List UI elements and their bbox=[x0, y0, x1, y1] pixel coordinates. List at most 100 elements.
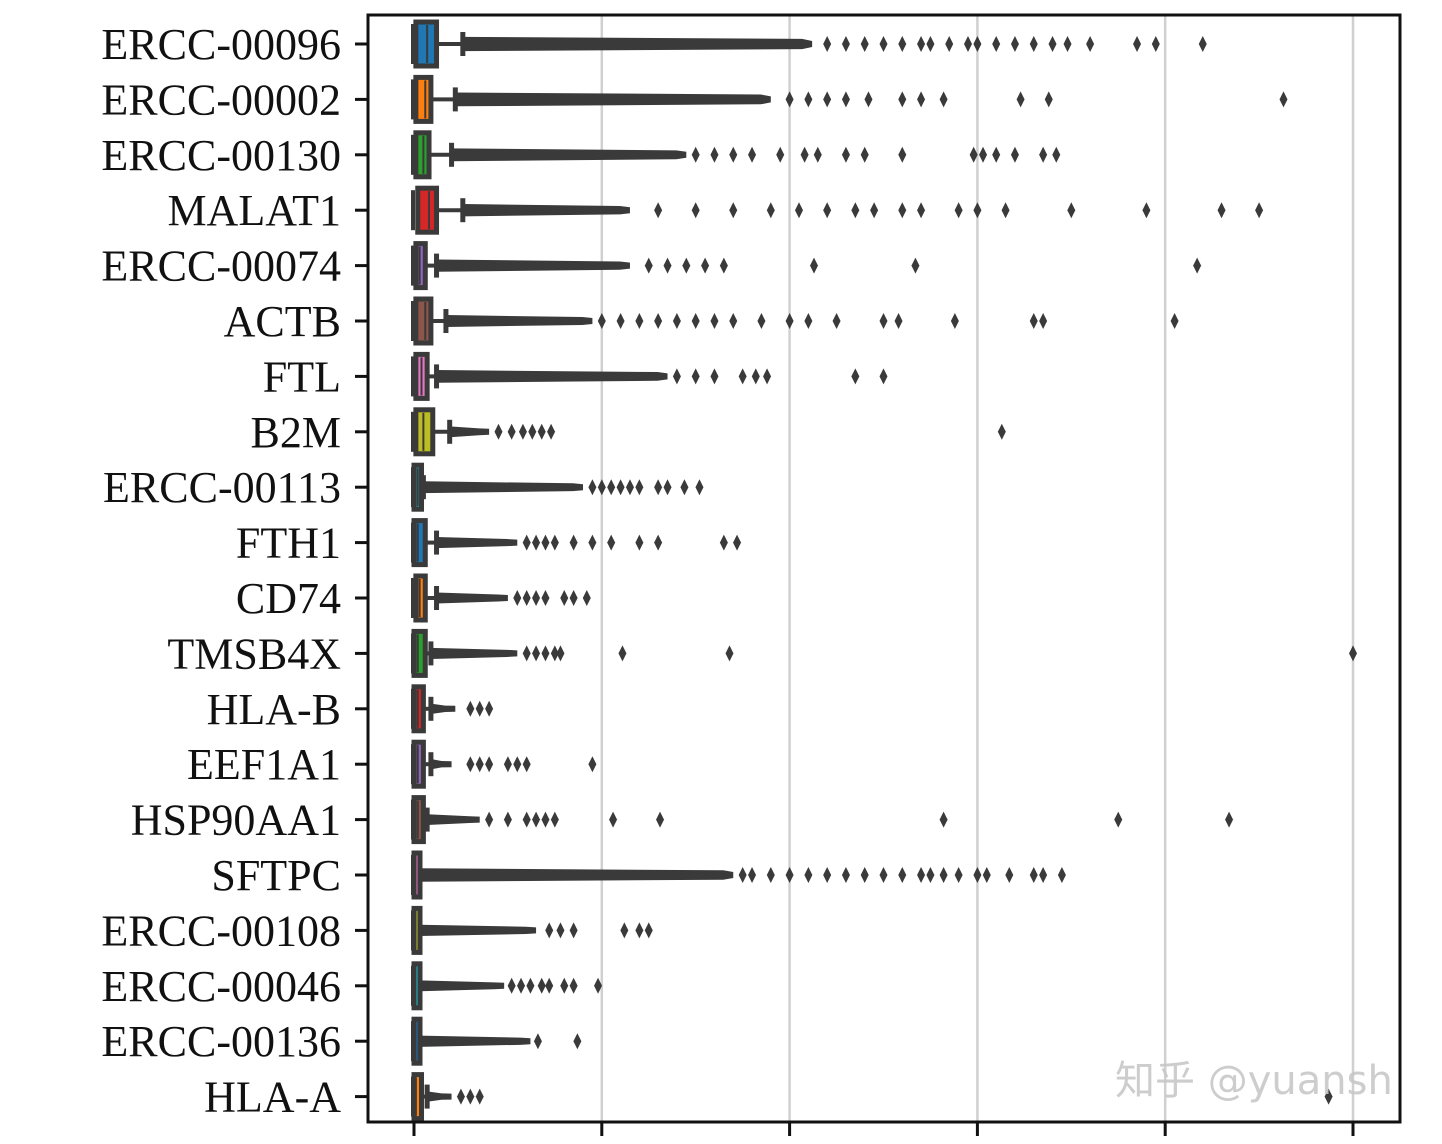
outlier-point bbox=[618, 645, 627, 662]
outlier-point bbox=[810, 257, 819, 274]
outlier-band bbox=[430, 647, 518, 659]
outlier-point bbox=[526, 977, 535, 994]
outlier-band bbox=[419, 980, 505, 992]
outlier-point bbox=[680, 479, 689, 496]
outlier-point bbox=[917, 867, 926, 883]
outlier-point bbox=[710, 313, 719, 329]
outlier-point bbox=[1052, 146, 1061, 163]
outlier-point bbox=[532, 811, 541, 828]
outlier-point bbox=[766, 867, 775, 883]
outlier-point bbox=[691, 313, 700, 329]
outlier-point bbox=[813, 146, 822, 163]
y-tick-label: ERCC-00074 bbox=[101, 242, 341, 291]
outlier-point bbox=[997, 423, 1006, 440]
box-row bbox=[411, 850, 1066, 900]
outlier-point bbox=[832, 313, 841, 329]
outlier-band bbox=[419, 1035, 531, 1047]
outlier-point bbox=[475, 756, 484, 773]
outlier-point bbox=[485, 700, 494, 717]
outlier-point bbox=[1349, 645, 1357, 662]
outlier-point bbox=[597, 313, 606, 329]
outlier-point bbox=[654, 479, 663, 496]
outlier-point bbox=[982, 867, 991, 883]
outlier-point bbox=[635, 922, 644, 939]
outlier-band bbox=[436, 370, 668, 383]
outlier-point bbox=[860, 36, 869, 52]
outlier-point bbox=[541, 645, 550, 662]
outlier-point bbox=[939, 91, 948, 108]
outlier-point bbox=[1010, 146, 1019, 163]
outlier-point bbox=[898, 36, 907, 52]
outlier-point bbox=[800, 146, 809, 163]
box-row bbox=[411, 518, 742, 568]
y-tick-label: EEF1A1 bbox=[187, 740, 341, 789]
outlier-point bbox=[785, 313, 794, 329]
outlier-point bbox=[757, 313, 766, 329]
outlier-band bbox=[436, 259, 630, 272]
outlier-point bbox=[1005, 867, 1014, 883]
outlier-point bbox=[522, 590, 531, 606]
outlier-point bbox=[1039, 867, 1048, 883]
outlier-point bbox=[719, 257, 728, 274]
outlier-point bbox=[898, 146, 907, 163]
outlier-point bbox=[1225, 811, 1234, 828]
outlier-point bbox=[851, 202, 860, 219]
outlier-point bbox=[860, 146, 869, 163]
outlier-point bbox=[654, 534, 663, 551]
outlier-point bbox=[541, 811, 550, 828]
outlier-point bbox=[992, 146, 1001, 163]
box-series bbox=[411, 19, 1357, 1122]
outlier-point bbox=[804, 867, 813, 883]
outlier-point bbox=[841, 36, 850, 52]
outlier-point bbox=[725, 645, 734, 662]
outlier-point bbox=[1001, 202, 1010, 219]
outlier-band bbox=[449, 426, 490, 438]
outlier-point bbox=[1029, 313, 1038, 329]
outlier-point bbox=[507, 423, 516, 440]
outlier-point bbox=[594, 977, 603, 994]
outlier-point bbox=[522, 811, 531, 828]
outlier-point bbox=[507, 977, 516, 994]
x-gridlines bbox=[600, 16, 1355, 1121]
outlier-point bbox=[537, 423, 546, 440]
outlier-point bbox=[917, 91, 926, 108]
watermark: 知乎 @yuansh bbox=[1115, 1058, 1393, 1104]
box bbox=[411, 1072, 425, 1122]
y-tick-label: HLA-A bbox=[204, 1073, 341, 1122]
outlier-point bbox=[733, 534, 742, 551]
outlier-point bbox=[851, 368, 860, 385]
box-row bbox=[411, 684, 494, 734]
x-axis-ticks bbox=[412, 1122, 1355, 1136]
outlier-point bbox=[879, 368, 888, 385]
outlier-band bbox=[436, 592, 508, 604]
outlier-point bbox=[522, 756, 531, 773]
y-tick-label: ERCC-00113 bbox=[103, 463, 341, 512]
outlier-point bbox=[879, 313, 888, 329]
box-row bbox=[411, 905, 653, 955]
outlier-point bbox=[503, 811, 512, 828]
outlier-point bbox=[973, 867, 982, 883]
outlier-point bbox=[663, 257, 672, 274]
box-row bbox=[411, 241, 1202, 291]
box-row bbox=[411, 462, 704, 512]
outlier-band bbox=[427, 1091, 452, 1102]
y-tick-label: CD74 bbox=[236, 574, 341, 623]
outlier-point bbox=[841, 91, 850, 108]
outlier-point bbox=[616, 479, 625, 496]
outlier-point bbox=[1142, 202, 1151, 219]
y-tick-label: FTL bbox=[263, 352, 341, 401]
outlier-band bbox=[430, 759, 452, 770]
outlier-point bbox=[569, 534, 578, 551]
box-row bbox=[411, 74, 1288, 124]
outlier-point bbox=[719, 534, 728, 551]
outlier-point bbox=[607, 479, 616, 496]
outlier-point bbox=[939, 867, 948, 883]
outlier-point bbox=[894, 313, 903, 329]
outlier-point bbox=[879, 36, 888, 52]
outlier-point bbox=[620, 922, 629, 939]
outlier-point bbox=[533, 1033, 542, 1050]
outlier-point bbox=[644, 922, 653, 939]
box-row bbox=[411, 407, 1006, 457]
outlier-point bbox=[785, 91, 794, 108]
outlier-point bbox=[973, 202, 982, 219]
